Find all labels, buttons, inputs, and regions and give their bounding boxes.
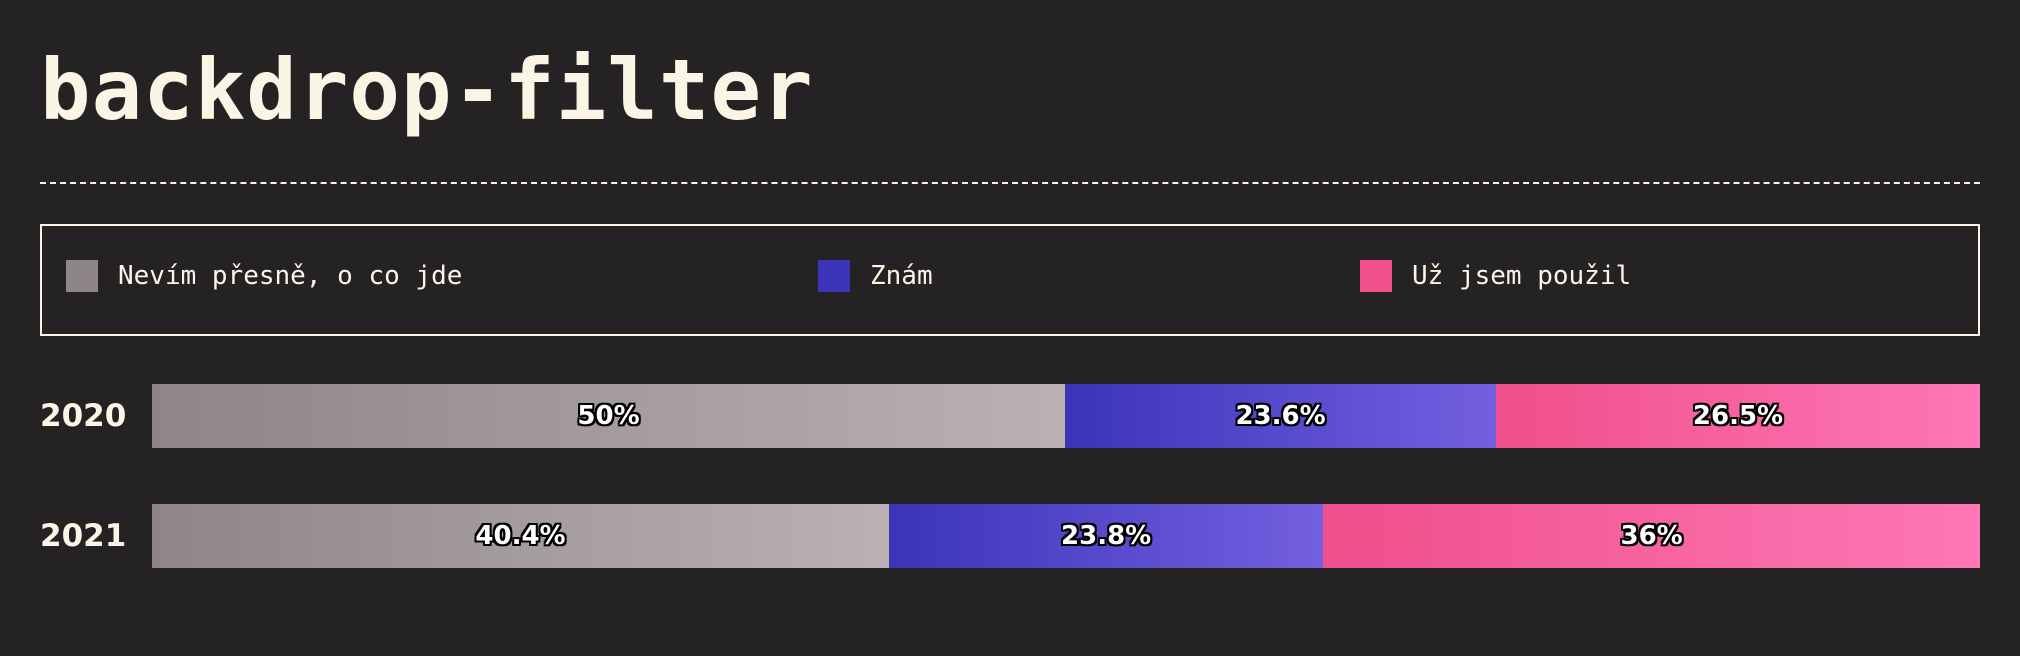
bar-row-2020: 50% 23.6% 26.5% (152, 384, 1980, 448)
data-label-2021-know: 23.8% (1061, 521, 1152, 551)
legend-swatch-used (1360, 260, 1392, 292)
data-label-2021-used: 36% (1620, 521, 1683, 551)
bar-segment-2020-know: 23.6% (1065, 384, 1497, 448)
row-label-2020: 2020 (40, 398, 127, 434)
legend-swatch-know (818, 260, 850, 292)
legend-item-know: Znám (818, 260, 933, 292)
bar-segment-2021-unknown: 40.4% (152, 504, 890, 568)
data-label-2020-unknown: 50% (577, 401, 640, 431)
data-label-2020-used: 26.5% (1692, 401, 1784, 431)
legend-swatch-unknown (66, 260, 98, 292)
bar-segment-2020-used: 26.5% (1496, 384, 1980, 448)
chart-title: backdrop-filter (40, 41, 814, 139)
legend-label-used: Už jsem použil (1412, 261, 1632, 291)
legend: Nevím přesně, o co jde Znám Už jsem použ… (40, 224, 1980, 336)
bar-segment-2021-know: 23.8% (889, 504, 1324, 568)
legend-item-unknown: Nevím přesně, o co jde (66, 260, 462, 292)
bar-segment-2020-unknown: 50% (152, 384, 1066, 448)
bar-row-2021: 40.4% 23.8% 36% (152, 504, 1980, 568)
legend-item-used: Už jsem použil (1360, 260, 1631, 292)
bar-segment-2021-used: 36% (1323, 504, 1980, 568)
legend-label-know: Znám (870, 261, 933, 291)
divider (40, 182, 1980, 184)
legend-label-unknown: Nevím přesně, o co jde (118, 261, 463, 291)
row-label-2021: 2021 (40, 518, 127, 554)
data-label-2021-unknown: 40.4% (475, 521, 566, 551)
data-label-2020-know: 23.6% (1235, 401, 1326, 431)
